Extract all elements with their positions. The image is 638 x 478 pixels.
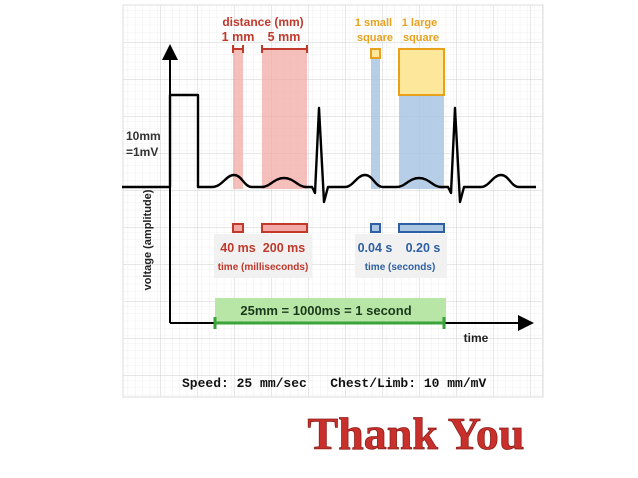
ms-200-box xyxy=(261,223,308,233)
thank-you-title: Thank You xyxy=(308,408,525,459)
calibration-line-2: =1mV xyxy=(126,145,158,159)
y-axis-label: voltage (amplitude) xyxy=(142,189,154,290)
ms-40-box xyxy=(232,223,244,233)
s-020-box xyxy=(398,223,445,233)
one-second-bracket xyxy=(213,317,446,329)
ecg-trace xyxy=(122,93,536,204)
ecg-grid xyxy=(122,4,544,398)
s-004-box xyxy=(370,223,381,233)
time-ms-label: time (milliseconds) xyxy=(218,262,309,273)
large-square-band xyxy=(399,95,444,189)
ms-200-label: 200 ms xyxy=(263,241,305,255)
small-square-line-1: 1 small xyxy=(355,17,392,29)
calibration-line-1: 10mm xyxy=(126,129,161,143)
small-square-label: 1 small square xyxy=(355,17,395,44)
one-mm-bracket xyxy=(232,45,244,53)
small-square-band xyxy=(371,58,380,189)
five-mm-band xyxy=(262,48,307,189)
one-mm-band xyxy=(233,48,243,189)
one-mm-label: 1 mm xyxy=(222,30,255,44)
calibration-label: 10mm =1mV xyxy=(126,129,164,159)
small-square-box xyxy=(370,48,381,59)
five-mm-label: 5 mm xyxy=(268,30,301,44)
ms-label-panel xyxy=(214,234,312,278)
five-mm-bracket xyxy=(261,45,308,53)
large-square-line-2: square xyxy=(403,32,439,44)
s-label-panel xyxy=(355,234,447,278)
large-square-label: 1 large square xyxy=(402,17,441,44)
time-s-label: time (seconds) xyxy=(365,262,436,273)
large-square-line-1: 1 large xyxy=(402,17,437,29)
settings-readout: Speed: 25 mm/sec Chest/Limb: 10 mm/mV xyxy=(182,376,486,391)
s-020-label: 0.20 s xyxy=(406,241,441,255)
large-square-box xyxy=(398,48,445,96)
small-square-line-2: square xyxy=(357,32,393,44)
ms-40-label: 40 ms xyxy=(220,241,255,255)
s-004-label: 0.04 s xyxy=(358,241,393,255)
one-second-band xyxy=(215,298,446,322)
distance-header: distance (mm) xyxy=(222,15,303,29)
x-axis-label: time xyxy=(464,331,489,345)
one-second-label: 25mm = 1000ms = 1 second xyxy=(240,303,411,318)
